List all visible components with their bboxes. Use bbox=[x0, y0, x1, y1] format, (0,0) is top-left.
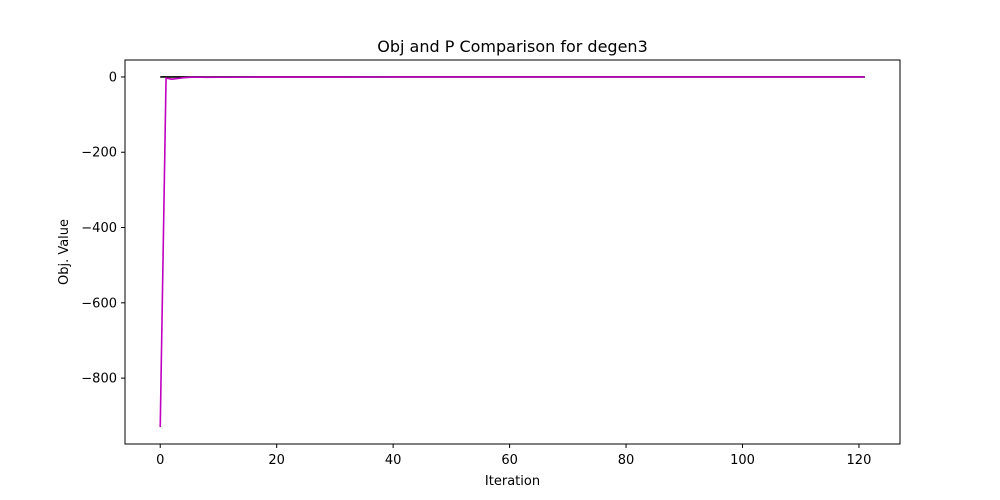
x-tick-label: 40 bbox=[385, 453, 402, 468]
chart-title: Obj and P Comparison for degen3 bbox=[377, 37, 648, 56]
series-layer bbox=[159, 76, 865, 428]
y-tick-label: −200 bbox=[81, 146, 117, 161]
x-tick-label: 80 bbox=[618, 453, 635, 468]
y-axis-ticks: 0 −200 −400 −600 −800 bbox=[81, 70, 125, 387]
x-axis-label: Iteration bbox=[485, 474, 540, 489]
series-line-2 bbox=[159, 76, 865, 428]
plot-area bbox=[125, 60, 900, 444]
y-tick-label: −800 bbox=[81, 372, 117, 387]
x-tick-label: 100 bbox=[730, 453, 755, 468]
x-tick-label: 120 bbox=[847, 453, 872, 468]
plot-frame bbox=[124, 59, 901, 445]
x-tick-label: 20 bbox=[268, 453, 285, 468]
y-tick-label: −400 bbox=[81, 221, 117, 236]
y-tick-label: 0 bbox=[109, 70, 117, 85]
x-axis-ticks: 0 20 40 60 80 100 120 bbox=[156, 444, 871, 468]
y-axis-label: Obj. Value bbox=[57, 219, 72, 285]
x-tick-label: 60 bbox=[501, 453, 518, 468]
x-tick-label: 0 bbox=[156, 453, 164, 468]
y-tick-label: −600 bbox=[81, 296, 117, 311]
